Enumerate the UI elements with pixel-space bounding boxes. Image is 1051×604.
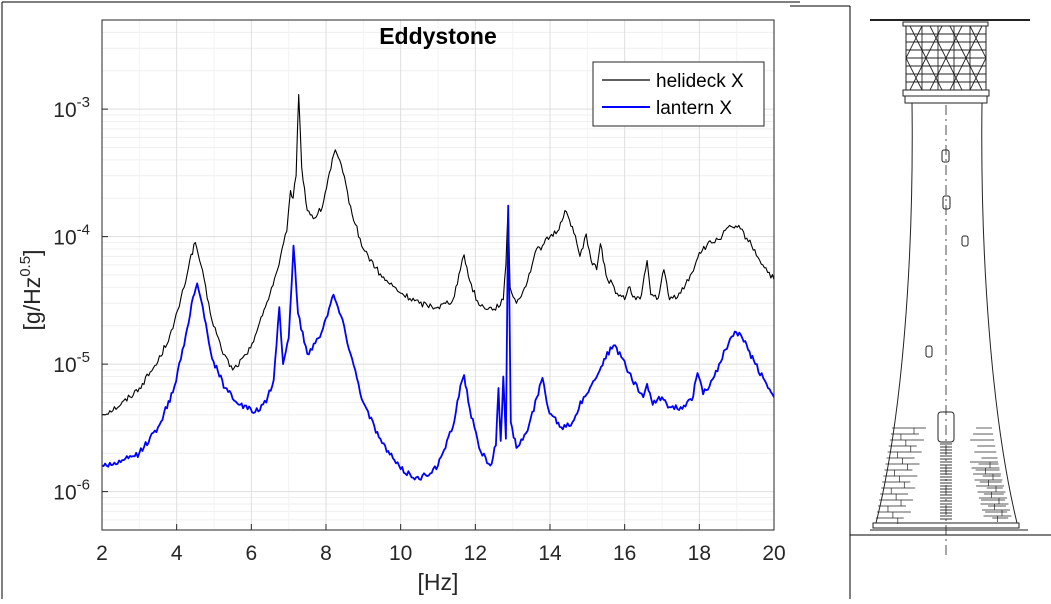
x-axis-label: [Hz] bbox=[418, 569, 459, 595]
x-tick-label: 2 bbox=[96, 542, 108, 565]
x-tick-label: 6 bbox=[245, 542, 257, 565]
x-tick-label: 18 bbox=[688, 542, 711, 565]
tower-window-4 bbox=[926, 346, 932, 357]
y-axis-label-base: [g/Hz bbox=[19, 277, 45, 331]
lighthouse-gallery-bottom bbox=[905, 96, 987, 103]
y-axis-label: [g/Hz0.5] bbox=[17, 250, 45, 331]
y-tick-label: 10-3 bbox=[53, 94, 90, 122]
legend-label-lantern: lantern X bbox=[656, 98, 732, 119]
y-axis-label-close: ] bbox=[19, 250, 45, 256]
x-tick-label: 14 bbox=[538, 542, 562, 565]
x-tick-label: 16 bbox=[613, 542, 636, 565]
lantern-lattice bbox=[890, 26, 1022, 90]
chart-title: Eddystone bbox=[379, 23, 497, 49]
tower-window-2 bbox=[943, 196, 950, 209]
y-tick-label: 10-6 bbox=[53, 477, 90, 505]
lighthouse-gallery-top bbox=[903, 90, 989, 96]
x-tick-label: 12 bbox=[464, 542, 487, 565]
lighthouse-roof-cap bbox=[903, 22, 988, 26]
y-tick-label: 10-5 bbox=[53, 349, 90, 377]
x-tick-label: 8 bbox=[320, 542, 332, 565]
tower-left-profile bbox=[876, 103, 912, 523]
tower-window-3 bbox=[962, 236, 968, 246]
lighthouse-drawing-icon bbox=[850, 20, 1051, 555]
x-tick-label: 4 bbox=[171, 542, 183, 565]
masonry-right bbox=[970, 428, 1012, 522]
y-axis-label-exponent: 0.5 bbox=[17, 256, 34, 277]
x-tick-label: 20 bbox=[762, 542, 785, 565]
y-axis-ticks: 10-6 10-5 10-4 10-3 bbox=[53, 94, 108, 505]
tower-right-profile bbox=[982, 103, 1017, 523]
legend-label-helideck: helideck X bbox=[656, 71, 744, 92]
legend: helideck X lantern X bbox=[593, 62, 764, 126]
masonry-left bbox=[876, 428, 926, 524]
y-tick-label: 10-4 bbox=[53, 222, 90, 250]
x-tick-label: 10 bbox=[389, 542, 412, 565]
tower-window-1 bbox=[942, 150, 949, 162]
